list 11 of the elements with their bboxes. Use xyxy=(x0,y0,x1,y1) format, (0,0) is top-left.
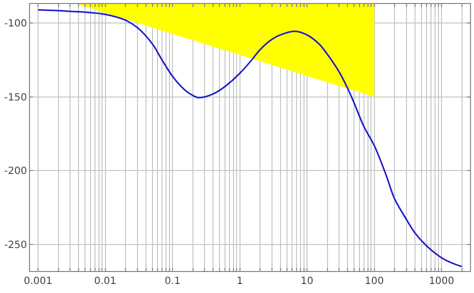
x-tick-label: 1 xyxy=(236,276,243,287)
x-tick-label: 10 xyxy=(300,276,314,287)
x-tick-label: 0.001 xyxy=(24,276,52,287)
y-tick-label: -200 xyxy=(4,166,27,178)
y-tick-label: -100 xyxy=(4,18,27,30)
x-tick-label: 1000 xyxy=(428,276,454,287)
x-tick-label: 0.1 xyxy=(164,276,180,287)
x-tick-label: 100 xyxy=(364,276,384,287)
x-tick-label: 0.01 xyxy=(94,276,116,287)
y-tick-label: -150 xyxy=(4,92,27,104)
y-tick-label: -250 xyxy=(4,240,27,251)
